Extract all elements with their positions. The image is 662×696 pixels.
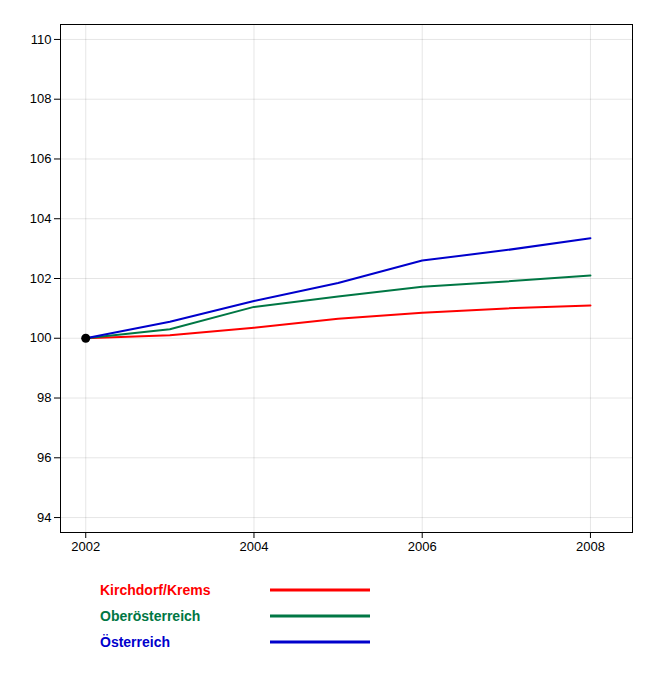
svg-text:2002: 2002 <box>71 539 100 554</box>
svg-text:100: 100 <box>30 330 52 345</box>
svg-text:96: 96 <box>37 450 51 465</box>
html-text:Österreich: Österreich <box>100 634 170 650</box>
svg-text:2008: 2008 <box>576 539 605 554</box>
svg-text:110: 110 <box>31 32 52 47</box>
svg-text:106: 106 <box>30 151 52 166</box>
svg-text:94: 94 <box>37 510 51 525</box>
html-text:Oberösterreich: Oberösterreich <box>100 608 201 624</box>
html-text:Kirchdorf/Krems: Kirchdorf/Krems <box>100 582 211 598</box>
svg-text:104: 104 <box>30 211 52 226</box>
svg-text:2006: 2006 <box>408 539 437 554</box>
svg-text:98: 98 <box>37 390 51 405</box>
svg-text:2004: 2004 <box>240 539 269 554</box>
svg-text:102: 102 <box>30 271 52 286</box>
svg-text:108: 108 <box>30 91 52 106</box>
